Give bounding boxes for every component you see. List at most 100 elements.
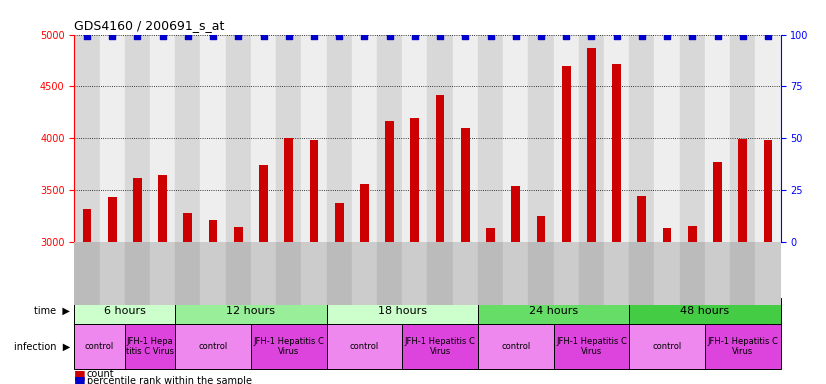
Text: 6 hours: 6 hours: [104, 306, 145, 316]
Text: control: control: [653, 342, 681, 351]
Bar: [150, 242, 175, 305]
Bar: [301, 35, 326, 242]
Bar: [284, 138, 293, 384]
Bar: [738, 139, 748, 384]
Bar: [402, 35, 427, 242]
Bar: [705, 242, 730, 305]
Bar: [326, 298, 478, 324]
Point: [484, 33, 497, 39]
Bar: [478, 324, 553, 369]
Bar: [730, 35, 755, 242]
Bar: [411, 118, 420, 384]
Bar: [662, 228, 672, 384]
Point: [181, 33, 194, 39]
Bar: [201, 35, 225, 242]
Point: [509, 33, 522, 39]
Bar: [150, 35, 175, 242]
Point: [686, 33, 699, 39]
Bar: [478, 35, 503, 242]
Bar: [310, 140, 318, 384]
Point: [358, 33, 371, 39]
Bar: [427, 35, 453, 242]
Bar: [225, 242, 251, 305]
Point: [383, 33, 396, 39]
Point: [333, 33, 346, 39]
Bar: [133, 178, 142, 384]
Bar: [175, 35, 201, 242]
Point: [610, 33, 624, 39]
Text: control: control: [349, 342, 379, 351]
Bar: [629, 324, 705, 369]
Point: [131, 33, 144, 39]
Bar: [529, 35, 553, 242]
Text: GDS4160 / 200691_s_at: GDS4160 / 200691_s_at: [74, 19, 225, 32]
Bar: [553, 324, 629, 369]
Point: [257, 33, 270, 39]
Text: 24 hours: 24 hours: [529, 306, 578, 316]
Text: JFH-1 Hepatitis C
Virus: JFH-1 Hepatitis C Virus: [405, 337, 476, 356]
Bar: [478, 242, 503, 305]
Point: [307, 33, 320, 39]
Text: JFH-1 Hepa
titis C Virus: JFH-1 Hepa titis C Virus: [126, 337, 174, 356]
Bar: [74, 298, 175, 324]
Bar: [579, 35, 604, 242]
Bar: [301, 242, 326, 305]
Bar: [402, 242, 428, 305]
Bar: [175, 298, 326, 324]
Bar: [201, 242, 225, 305]
Point: [585, 33, 598, 39]
Bar: [453, 35, 478, 242]
Bar: [529, 242, 553, 305]
Bar: [604, 242, 629, 305]
Bar: [125, 324, 175, 369]
Point: [661, 33, 674, 39]
Bar: [251, 324, 326, 369]
Bar: [159, 175, 167, 384]
Bar: [125, 35, 150, 242]
Text: time  ▶: time ▶: [35, 306, 70, 316]
Bar: [83, 209, 92, 384]
Bar: [730, 242, 755, 305]
Bar: [100, 242, 125, 305]
Bar: [562, 66, 571, 384]
Bar: [259, 165, 268, 384]
Text: JFH-1 Hepatitis C
Virus: JFH-1 Hepatitis C Virus: [254, 337, 324, 356]
Point: [80, 33, 93, 39]
Bar: [335, 202, 344, 384]
Bar: [175, 324, 251, 369]
Bar: [705, 35, 730, 242]
Text: ■: ■: [74, 368, 86, 381]
Point: [106, 33, 119, 39]
Bar: [326, 324, 402, 369]
Bar: [680, 35, 705, 242]
Bar: [763, 140, 772, 384]
Text: 48 hours: 48 hours: [681, 306, 729, 316]
Bar: [553, 242, 579, 305]
Bar: [377, 35, 402, 242]
Bar: [486, 228, 495, 384]
Bar: [755, 35, 781, 242]
Point: [762, 33, 775, 39]
Bar: [276, 242, 301, 305]
Bar: [435, 95, 444, 384]
Bar: [503, 35, 529, 242]
Bar: [705, 324, 781, 369]
Bar: [638, 196, 646, 384]
Bar: [74, 35, 100, 242]
Text: percentile rank within the sample: percentile rank within the sample: [87, 376, 252, 384]
Point: [231, 33, 244, 39]
Bar: [461, 128, 470, 384]
Bar: [629, 242, 654, 305]
Bar: [74, 324, 125, 369]
Text: 12 hours: 12 hours: [226, 306, 275, 316]
Point: [736, 33, 749, 39]
Bar: [360, 184, 369, 384]
Bar: [276, 35, 301, 242]
Bar: [251, 242, 276, 305]
Bar: [377, 242, 402, 305]
Bar: [579, 242, 604, 305]
Bar: [478, 298, 629, 324]
Point: [559, 33, 572, 39]
Text: control: control: [85, 342, 114, 351]
Point: [434, 33, 447, 39]
